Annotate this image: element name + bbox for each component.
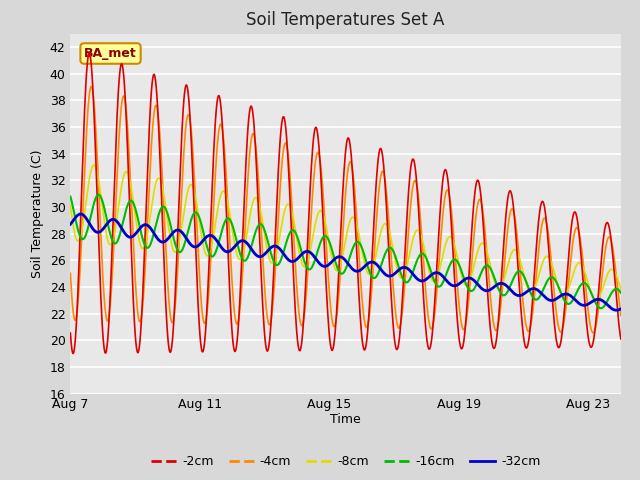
Title: Soil Temperatures Set A: Soil Temperatures Set A [246,11,445,29]
Text: BA_met: BA_met [84,47,137,60]
Legend: -2cm, -4cm, -8cm, -16cm, -32cm: -2cm, -4cm, -8cm, -16cm, -32cm [146,450,545,473]
Y-axis label: Soil Temperature (C): Soil Temperature (C) [31,149,44,278]
X-axis label: Time: Time [330,413,361,426]
